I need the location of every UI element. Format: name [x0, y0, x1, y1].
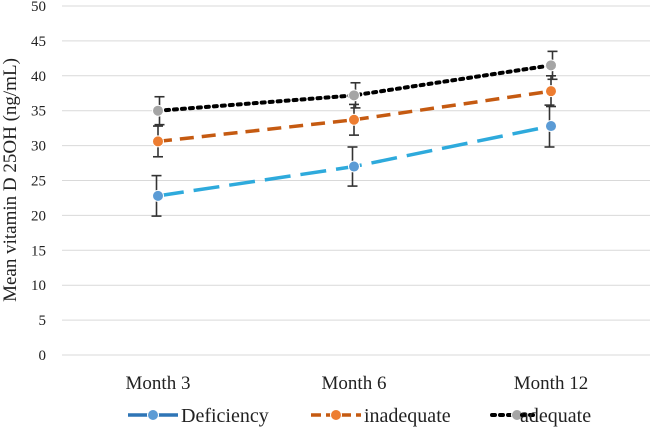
x-tick-label-1: Month 3	[126, 373, 191, 394]
data-point-adequate-1	[152, 104, 164, 117]
x-tick-label-3: Month 12	[514, 373, 588, 394]
y-tick-label-35: 35	[31, 104, 46, 120]
legend-label-adequate: adequate	[520, 405, 591, 427]
series-deficiency	[151, 104, 557, 217]
y-tick-label-20: 20	[31, 208, 46, 224]
legend-item-deficiency: Deficiency	[128, 405, 269, 427]
legend: Deficiency inadequate adequate	[128, 405, 591, 427]
y-axis-label: Mean vitamin D 25OH (ng/mL)	[0, 58, 21, 302]
legend-label-inadequate: inadequate	[364, 405, 451, 427]
series-inadequate	[152, 75, 557, 158]
data-point-deficiency-3	[545, 120, 557, 133]
legend-swatch-marker	[147, 409, 159, 421]
y-tick-label-10: 10	[31, 278, 46, 294]
x-tick-label-2: Month 6	[322, 373, 387, 394]
gridlines	[62, 5, 650, 356]
data-point-deficiency-1	[152, 189, 164, 202]
data-point-deficiency-2	[348, 160, 360, 173]
legend-item-adequate: adequate	[490, 405, 591, 427]
y-tick-label-40: 40	[31, 69, 46, 85]
series-adequate	[152, 50, 558, 126]
data-point-adequate-2	[348, 89, 360, 102]
y-tick-label-0: 0	[39, 348, 47, 364]
y-tick-label-5: 5	[39, 313, 47, 329]
legend-item-inadequate: inadequate	[311, 405, 451, 427]
y-tick-label-50: 50	[31, 0, 46, 15]
y-tick-label-15: 15	[31, 243, 46, 259]
legend-swatch-marker	[330, 409, 342, 421]
y-tick-label-25: 25	[31, 174, 46, 190]
data-point-inadequate-1	[152, 135, 164, 148]
legend-label-deficiency: Deficiency	[181, 405, 269, 427]
y-tick-label-45: 45	[31, 34, 46, 50]
y-tick-label-30: 30	[31, 139, 46, 155]
data-point-adequate-3	[545, 59, 557, 72]
y-axis-ticks: 0 5 10 15 20 25 30 35 40 45 50	[31, 0, 46, 364]
data-point-inadequate-2	[348, 113, 360, 126]
plot-series	[151, 50, 558, 217]
x-axis-ticks: Month 3 Month 6 Month 12	[126, 373, 589, 394]
data-point-inadequate-3	[545, 85, 557, 98]
